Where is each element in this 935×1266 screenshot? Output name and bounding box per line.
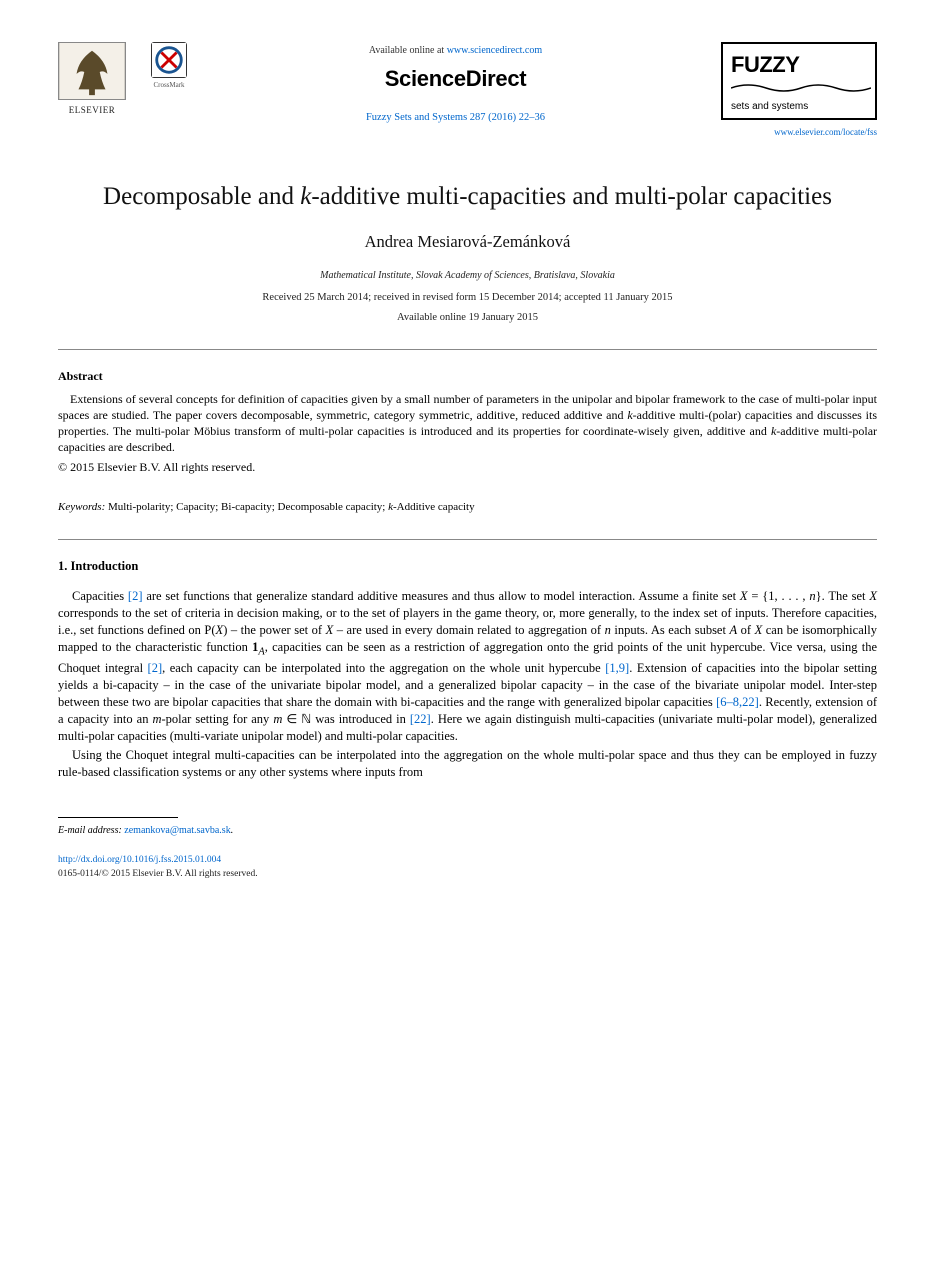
elsevier-tree-icon [58,42,126,100]
author: Andrea Mesiarová-Zemánková [58,231,877,253]
elsevier-logo: ELSEVIER [58,42,126,120]
issn-line: 0165-0114/© 2015 Elsevier B.V. All right… [58,868,877,881]
wave-icon [731,82,871,94]
title-pre: Decomposable and [103,183,300,210]
available-date: Available online 19 January 2015 [58,311,877,325]
journal-logo: FUZZY sets and systems [721,42,877,120]
intro-heading: 1. Introduction [58,558,877,575]
divider [58,349,877,350]
citation[interactable]: [22] [410,712,431,726]
footnote-divider [58,817,178,818]
crossmark-badge[interactable]: CrossMark [148,42,190,96]
header-right: FUZZY sets and systems www.elsevier.com/… [721,42,877,138]
copyright: © 2015 Elsevier B.V. All rights reserved… [58,459,877,475]
article-dates: Received 25 March 2014; received in revi… [58,291,877,305]
available-url[interactable]: www.sciencedirect.com [447,45,542,56]
journal-url[interactable]: www.elsevier.com/locate/fss [721,126,877,138]
citation[interactable]: [2] [128,589,143,603]
available-online: Available online at www.sciencedirect.co… [190,44,721,58]
email-footnote: E-mail address: zemankova@mat.savba.sk. [58,824,877,838]
abstract-body: Extensions of several concepts for defin… [58,392,877,455]
crossmark-label: CrossMark [153,81,184,90]
header-left: ELSEVIER CrossMark [58,42,190,120]
email-link[interactable]: zemankova@mat.savba.sk [124,825,230,836]
divider [58,539,877,540]
citation[interactable]: [6–8,22] [716,695,759,709]
fuzzy-title: FUZZY [731,50,867,80]
title-k: k [300,183,311,210]
title-post: -additive multi-capacities and multi-pol… [311,183,832,210]
elsevier-label: ELSEVIER [58,104,126,116]
article-title: Decomposable and k-additive multi-capaci… [58,180,877,213]
abstract-heading: Abstract [58,368,877,384]
crossmark-icon [151,42,187,78]
header-center: Available online at www.sciencedirect.co… [190,42,721,125]
intro-para-1: Capacities [2] are set functions that ge… [58,588,877,745]
keywords: Keywords: Multi-polarity; Capacity; Bi-c… [58,500,877,515]
citation[interactable]: [2] [148,661,163,675]
intro-para-2: Using the Choquet integral multi-capacit… [58,747,877,781]
email-label: E-mail address: [58,825,124,836]
doi-link[interactable]: http://dx.doi.org/10.1016/j.fss.2015.01.… [58,854,877,867]
fuzzy-subtitle: sets and systems [731,100,867,114]
sciencedirect-logo: ScienceDirect [190,64,721,94]
journal-reference[interactable]: Fuzzy Sets and Systems 287 (2016) 22–36 [190,111,721,125]
keywords-label: Keywords: [58,501,108,513]
available-prefix: Available online at [369,45,447,56]
header: ELSEVIER CrossMark Available online at w… [58,42,877,138]
citation[interactable]: [1,9] [605,661,629,675]
affiliation: Mathematical Institute, Slovak Academy o… [58,269,877,283]
